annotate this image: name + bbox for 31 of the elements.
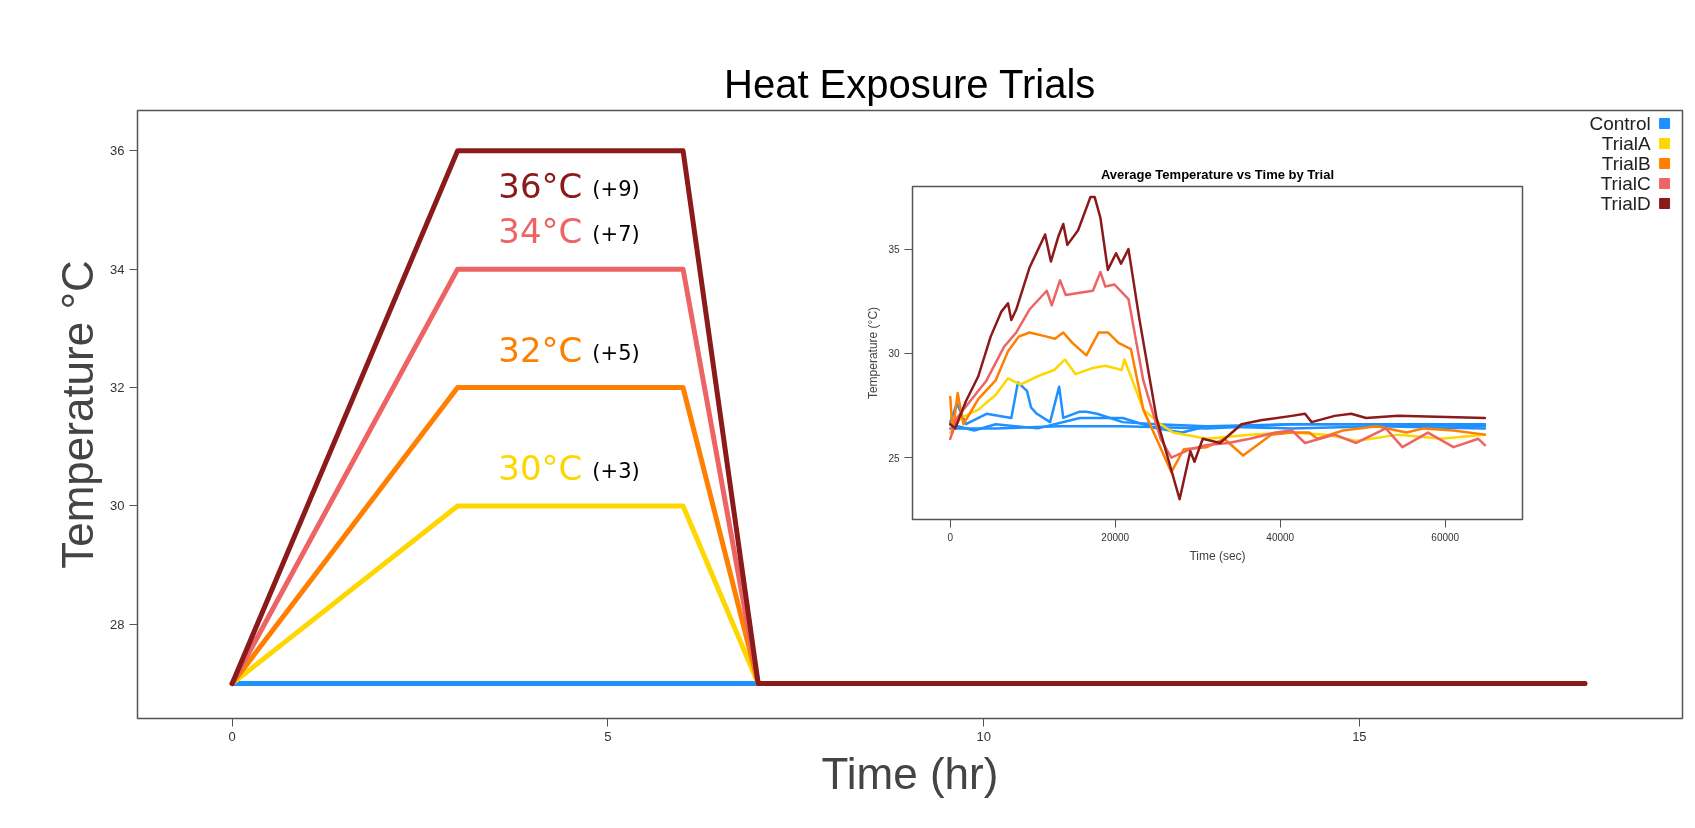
legend-label: TrialA (1601, 133, 1651, 154)
y-tick-label: 35 (888, 244, 900, 256)
x-tick-label: 10 (976, 728, 991, 744)
chart-title: Heat Exposure Trials (724, 61, 1096, 106)
y-axis-title: Temperature (°C) (866, 306, 881, 400)
x-tick-label: 0 (228, 728, 236, 744)
annotation: 30°C (+3) (498, 447, 640, 488)
y-tick-label: 34 (110, 261, 125, 277)
chart-title: Average Temperature vs Time by Trial (1100, 166, 1335, 182)
annotation: 34°C (+7) (498, 211, 640, 252)
y-tick-label: 25 (888, 452, 900, 464)
legend-label: TrialC (1600, 173, 1651, 194)
legend-label: TrialB (1601, 153, 1651, 174)
annotation: 36°C (+9) (498, 165, 640, 206)
y-axis-title: Temperature °C (53, 260, 103, 569)
y-tick-label: 30 (888, 348, 900, 360)
y-tick-label: 32 (110, 380, 125, 396)
legend-label: Control (1589, 113, 1651, 134)
annotation: 32°C (+5) (498, 329, 640, 370)
x-tick-label: 0 (947, 531, 954, 543)
y-tick-label: 36 (110, 143, 125, 159)
legend-label: TrialD (1600, 193, 1651, 214)
x-tick-label: 20000 (1101, 531, 1130, 543)
y-tick-label: 30 (110, 498, 125, 514)
x-axis-title: Time (hr) (821, 748, 999, 798)
x-tick-label: 40000 (1266, 531, 1295, 543)
x-tick-label: 60000 (1431, 531, 1460, 543)
x-tick-label: 15 (1352, 728, 1367, 744)
x-axis-title: Time (sec) (1189, 548, 1246, 563)
y-tick-label: 28 (110, 616, 125, 632)
x-tick-label: 5 (604, 728, 612, 744)
